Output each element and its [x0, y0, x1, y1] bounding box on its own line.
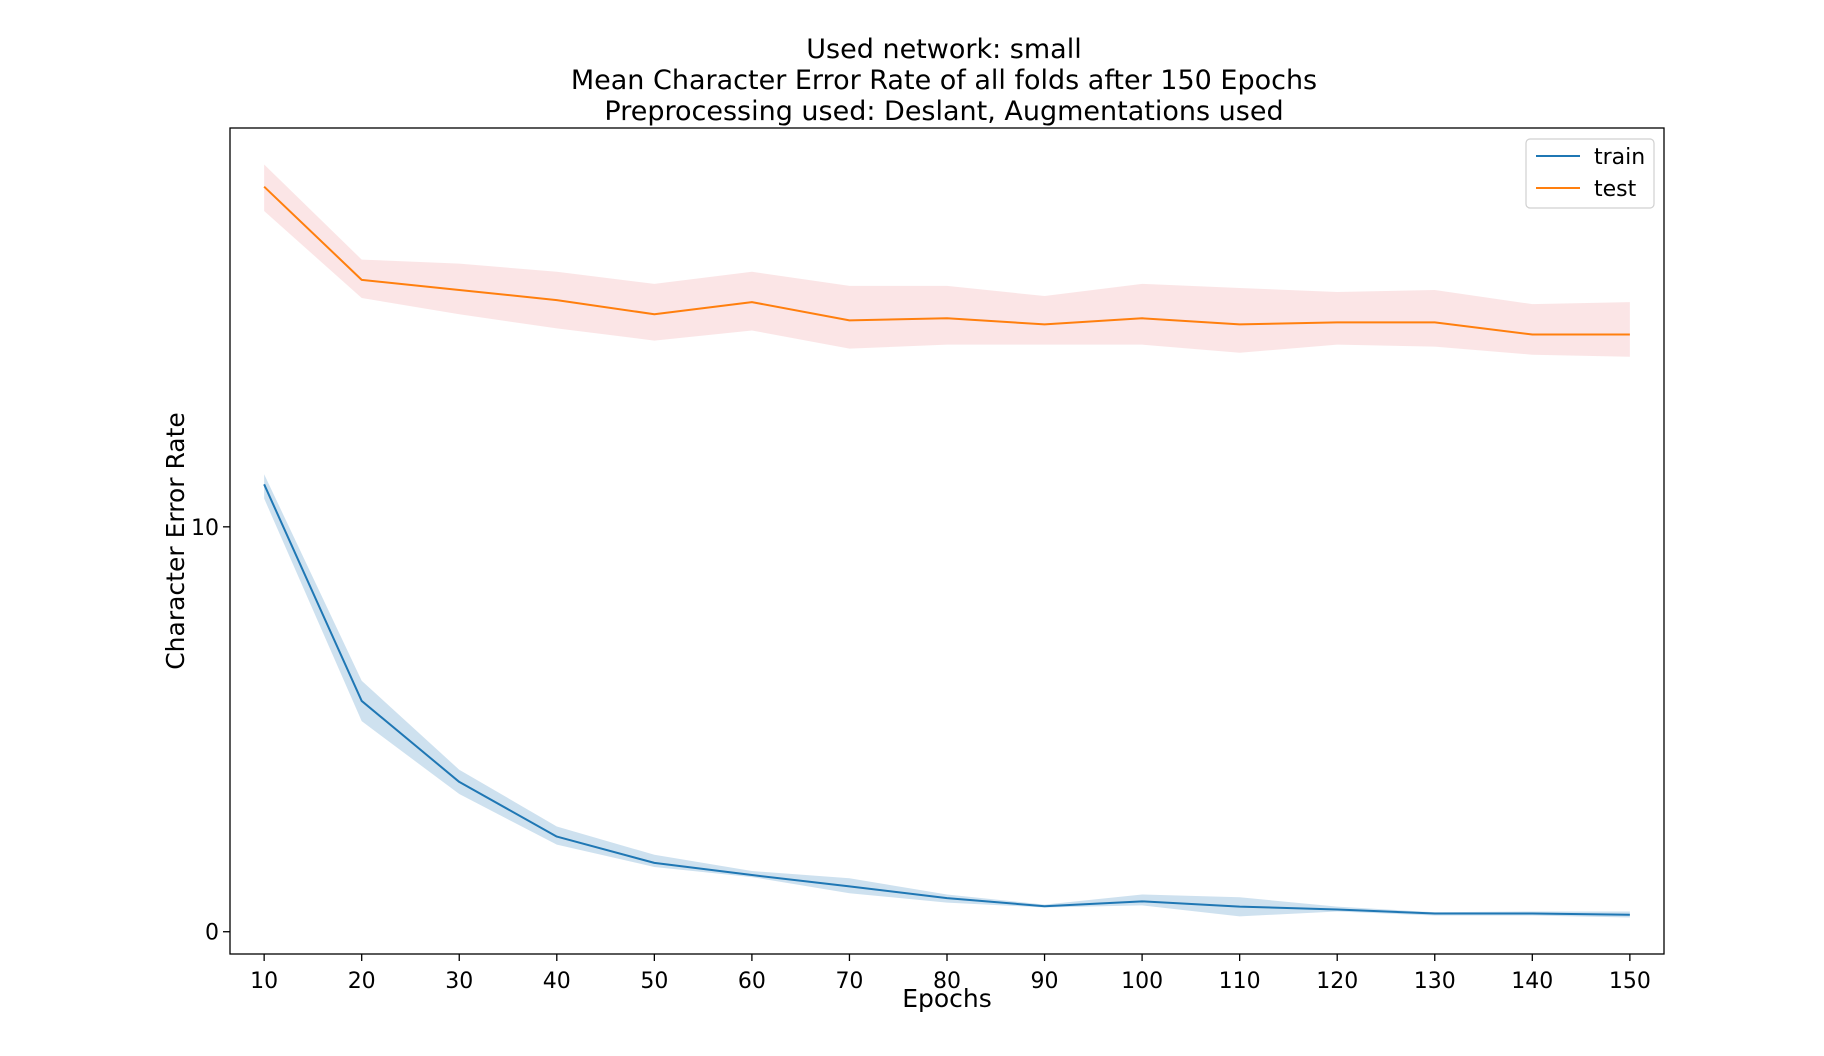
confidence-bands	[264, 164, 1630, 918]
band-train	[264, 474, 1630, 918]
y-tick-label: 0	[205, 921, 219, 946]
x-tick-label: 30	[445, 969, 473, 994]
x-axis-label: Epochs	[902, 984, 992, 1013]
x-tick-label: 130	[1414, 969, 1456, 994]
series-lines	[263, 185, 1630, 916]
x-tick-label: 150	[1609, 969, 1651, 994]
legend-train-label: train	[1594, 145, 1645, 170]
x-tick-label: 50	[640, 969, 668, 994]
y-axis-label: Character Error Rate	[161, 412, 190, 670]
plot-area-frame	[229, 127, 1665, 955]
chart-title-line-2: Mean Character Error Rate of all folds a…	[571, 65, 1317, 96]
x-tick-label: 140	[1511, 969, 1553, 994]
y-tick-label: 10	[191, 516, 219, 541]
chart-title: Used network: small Mean Character Error…	[571, 34, 1317, 127]
x-tick-label: 120	[1316, 969, 1358, 994]
x-tick-label: 10	[250, 969, 278, 994]
x-tick-label: 20	[348, 969, 376, 994]
y-axis-ticks: 0 10	[191, 516, 230, 946]
x-tick-label: 110	[1219, 969, 1261, 994]
x-tick-label: 100	[1121, 969, 1163, 994]
band-test	[264, 164, 1630, 357]
series-line-test	[263, 185, 1630, 336]
x-tick-label: 40	[543, 969, 571, 994]
x-tick-label: 70	[835, 969, 863, 994]
x-tick-label: 90	[1031, 969, 1059, 994]
series-line-train	[263, 483, 1630, 916]
chart-title-line-3: Preprocessing used: Deslant, Augmentatio…	[604, 96, 1283, 127]
chart-title-line-1: Used network: small	[806, 34, 1081, 65]
legend-test-label: test	[1594, 177, 1637, 202]
x-tick-label: 80	[933, 969, 961, 994]
legend: train test	[1525, 138, 1655, 209]
x-tick-label: 60	[738, 969, 766, 994]
x-axis-ticks: 10 20 30 40 50 60 70 80 90 100 110 120 130 140 150	[250, 954, 1651, 994]
